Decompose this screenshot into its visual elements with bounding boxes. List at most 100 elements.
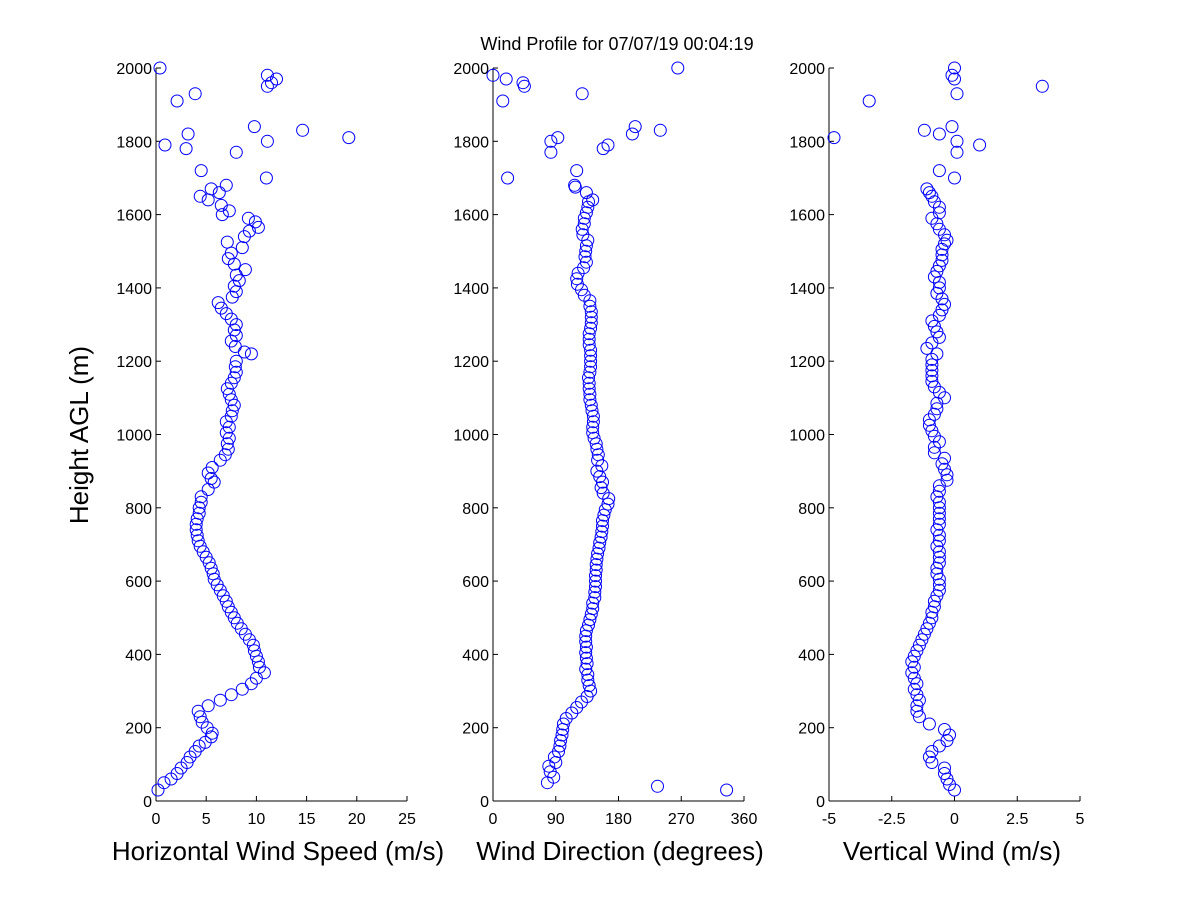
- y-tick-label: 1400: [116, 281, 152, 298]
- data-point: [932, 484, 946, 498]
- data-point: [943, 778, 956, 791]
- x-axis-label: Wind Direction (degrees): [476, 836, 764, 866]
- data-point: [191, 704, 205, 718]
- data-point: [227, 371, 241, 385]
- data-point: [938, 391, 951, 405]
- data-point: [220, 235, 234, 249]
- data-point: [242, 224, 256, 238]
- data-point: [229, 145, 243, 159]
- data-point: [579, 186, 593, 200]
- data-point: [238, 263, 252, 277]
- y-tick-label: 1200: [453, 354, 489, 371]
- y-tick-label: 1800: [789, 134, 825, 151]
- data-point: [260, 68, 274, 82]
- data-point: [578, 250, 592, 264]
- data-point: [925, 756, 939, 769]
- data-point: [582, 338, 596, 352]
- data-point: [586, 409, 600, 423]
- y-tick-label: 1000: [789, 428, 825, 445]
- data-point: [201, 193, 215, 207]
- y-tick-label: 400: [798, 647, 825, 664]
- data-point: [501, 171, 515, 185]
- data-point: [945, 68, 959, 82]
- data-point: [938, 462, 951, 476]
- data-point: [190, 528, 204, 542]
- data-point: [586, 596, 600, 610]
- data-point: [579, 244, 593, 258]
- data-point: [938, 723, 951, 736]
- y-axis-label: Height AGL (m): [64, 346, 94, 524]
- y-tick-label: 400: [125, 647, 152, 664]
- x-tick-label: 0: [489, 811, 498, 828]
- data-point: [248, 215, 262, 229]
- data-point: [228, 360, 242, 374]
- data-point: [212, 186, 226, 200]
- data-point: [260, 79, 274, 93]
- data-point: [581, 668, 595, 682]
- data-point: [905, 655, 919, 669]
- data-point: [584, 360, 598, 374]
- data-point: [555, 728, 569, 742]
- data-point: [973, 138, 987, 152]
- data-point: [189, 523, 203, 537]
- data-point: [583, 365, 597, 379]
- data-point: [920, 182, 934, 196]
- data-point: [586, 420, 600, 434]
- data-point: [932, 583, 946, 597]
- data-point: [596, 142, 610, 156]
- data-point: [938, 767, 951, 780]
- data-point: [938, 237, 951, 251]
- data-point: [584, 349, 598, 363]
- data-point: [221, 442, 235, 456]
- data-points: [827, 61, 1049, 797]
- data-point: [653, 123, 667, 137]
- data-point: [582, 679, 596, 693]
- data-point: [241, 211, 255, 225]
- data-point: [594, 481, 608, 495]
- x-tick-label: 15: [298, 811, 316, 828]
- data-point: [922, 418, 936, 432]
- data-point: [583, 299, 597, 313]
- data-point: [930, 402, 944, 416]
- data-point: [244, 347, 258, 361]
- data-point: [170, 94, 184, 108]
- data-point: [551, 131, 565, 145]
- data-point: [927, 319, 941, 333]
- y-tick-label: 200: [125, 721, 152, 738]
- data-point: [905, 666, 919, 680]
- y-tick-label: 800: [462, 501, 489, 518]
- data-point: [932, 164, 946, 178]
- data-point: [590, 552, 604, 566]
- data-point: [586, 602, 600, 616]
- data-point: [260, 134, 274, 148]
- y-tick-label: 400: [462, 647, 489, 664]
- figure-title: Wind Profile for 07/07/19 00:04:19: [480, 34, 753, 54]
- data-point: [222, 387, 236, 401]
- data-point: [932, 222, 946, 236]
- data-point: [496, 94, 510, 108]
- data-point: [575, 222, 589, 236]
- data-point: [579, 206, 593, 220]
- data-point: [516, 76, 530, 90]
- data-point: [582, 371, 595, 385]
- data-point: [568, 178, 582, 192]
- y-tick-label: 200: [462, 721, 489, 738]
- data-point: [589, 558, 603, 572]
- data-point: [224, 688, 238, 702]
- data-point: [925, 189, 939, 203]
- data-point: [920, 622, 934, 636]
- data-point: [587, 431, 601, 445]
- data-point: [579, 635, 593, 649]
- data-point: [927, 429, 941, 443]
- data-point: [593, 536, 607, 550]
- data-point: [157, 776, 171, 790]
- panel-2: 0 200 400 600 800 1000 1200 1400 1600 1800 2000 0 90…: [453, 61, 763, 866]
- data-point: [925, 363, 939, 377]
- x-tick-label: -5: [822, 811, 836, 828]
- data-point: [827, 131, 841, 145]
- data-point: [932, 127, 946, 141]
- y-tick-label: 1400: [789, 281, 825, 298]
- x-tick-label: 270: [668, 811, 695, 828]
- data-point: [207, 475, 221, 489]
